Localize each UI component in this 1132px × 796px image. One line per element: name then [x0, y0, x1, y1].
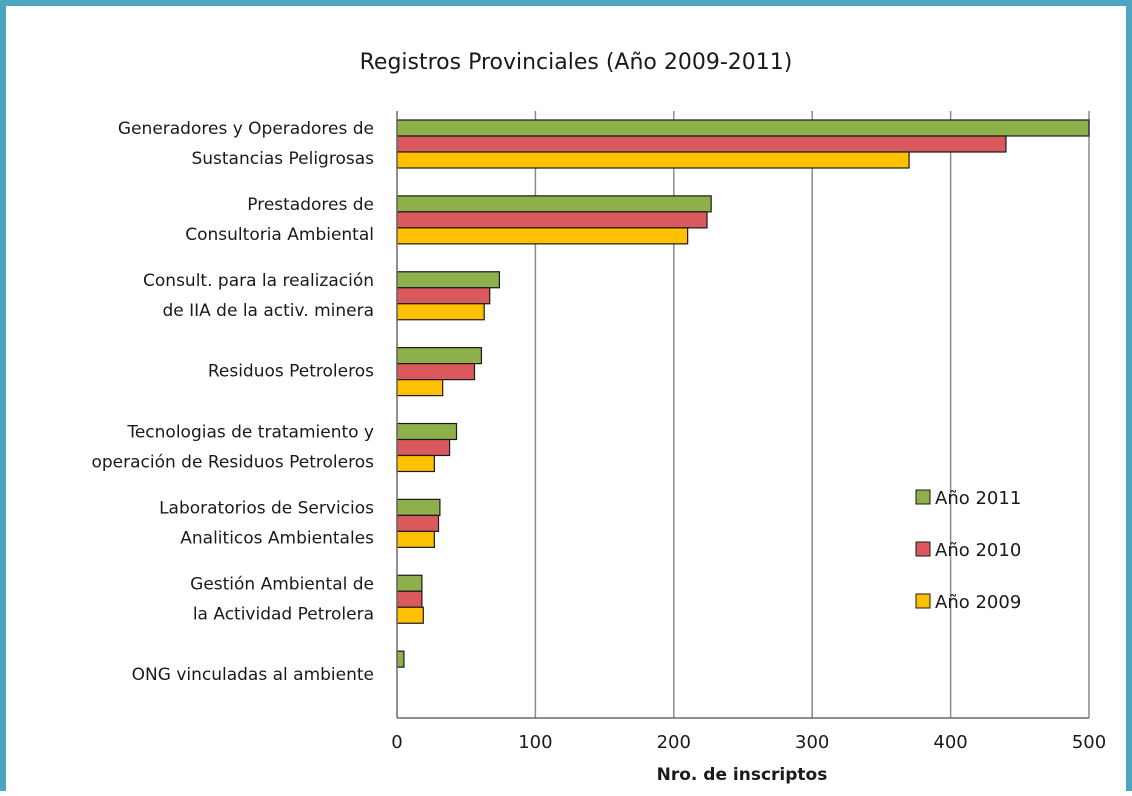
category-label-line: Gestión Ambiental de	[190, 574, 374, 594]
legend-swatch-3	[915, 593, 931, 609]
axes	[396, 111, 1089, 719]
legend-label-2: Año 2010	[935, 540, 1021, 561]
legend-label-1: Año 2011	[935, 488, 1021, 509]
bar-2-año-2009	[396, 227, 689, 245]
legend-label-3: Año 2009	[935, 592, 1021, 613]
category-label-line: ONG vinculadas al ambiente	[132, 665, 374, 685]
bar-5-año-2011	[396, 422, 458, 441]
category-label-6: Laboratorios de Servicios Analiticos Ambi…	[159, 498, 374, 548]
bar-3-año-2011	[396, 271, 501, 289]
bar-8-año-2011	[396, 650, 405, 668]
x-tick-100: 100	[518, 732, 552, 753]
bar-6-año-2009	[396, 530, 435, 548]
x-tick-labels: 0 100 200 300 400 500	[391, 732, 1106, 753]
category-label-line: Generadores y Operadores de	[118, 119, 374, 139]
category-label-8: ONG vinculadas al ambiente	[132, 665, 374, 685]
x-axis-label: Nro. de inscriptos	[657, 765, 828, 785]
bar-4-año-2009	[396, 379, 444, 397]
category-label-line: de IIA de la activ. minera	[162, 301, 374, 321]
category-label-line: Prestadores de	[247, 195, 374, 215]
x-tick-500: 500	[1072, 732, 1106, 753]
category-label-3: Consult. para la realización de IIA de la…	[143, 271, 374, 321]
category-label-5: Tecnologias de tratamiento y operación de…	[91, 423, 374, 473]
x-tick-200: 200	[657, 732, 691, 753]
bar-5-año-2009	[396, 454, 435, 473]
bar-chart: Registros Provinciales (Año 2009-2011) G…	[91, 50, 1106, 785]
x-tick-300: 300	[795, 732, 829, 753]
bar-1-año-2011	[396, 119, 1090, 137]
bar-6-año-2011	[396, 498, 441, 516]
bar-2-año-2011	[396, 195, 712, 213]
bar-3-año-2009	[396, 303, 485, 321]
category-label-line: Laboratorios de Servicios	[159, 498, 374, 518]
x-tick-0: 0	[391, 732, 402, 753]
bar-3-año-2010	[396, 287, 491, 305]
x-tick-400: 400	[933, 732, 967, 753]
category-label-2: Prestadores de Consultoria Ambiental	[185, 195, 374, 245]
bars	[396, 119, 1090, 668]
category-label-line: Analiticos Ambientales	[180, 528, 374, 548]
bar-1-año-2009	[396, 151, 910, 169]
chart-title: Registros Provinciales (Año 2009-2011)	[360, 50, 793, 75]
bar-4-año-2010	[396, 363, 476, 381]
category-label-line: operación de Residuos Petroleros	[91, 453, 374, 473]
category-label-1: Generadores y Operadores de Sustancias Pe…	[118, 119, 374, 169]
legend-swatch-2	[915, 541, 931, 557]
bar-7-año-2009	[396, 606, 424, 624]
category-label-line: Residuos Petroleros	[208, 362, 374, 382]
category-label-4: Residuos Petroleros	[208, 362, 374, 382]
category-label-7: Gestión Ambiental de la Actividad Petrole…	[190, 574, 374, 624]
legend-swatch-1	[915, 489, 931, 505]
bar-2-año-2010	[396, 211, 708, 229]
legend: Año 2011 Año 2010 Año 2009	[915, 488, 1021, 613]
bar-7-año-2011	[396, 574, 423, 592]
bar-7-año-2010	[396, 590, 423, 608]
category-label-line: la Actividad Petrolera	[193, 604, 374, 624]
category-label-line: Consultoria Ambiental	[185, 225, 374, 245]
bar-5-año-2010	[396, 438, 451, 457]
bar-6-año-2010	[396, 514, 440, 532]
category-label-line: Tecnologias de tratamiento y	[126, 423, 374, 443]
bar-4-año-2011	[396, 347, 483, 365]
category-label-line: Consult. para la realización	[143, 271, 374, 291]
category-label-line: Sustancias Peligrosas	[191, 149, 374, 169]
category-labels: Generadores y Operadores de Sustancias Pe…	[91, 119, 374, 685]
bar-1-año-2010	[396, 135, 1007, 153]
